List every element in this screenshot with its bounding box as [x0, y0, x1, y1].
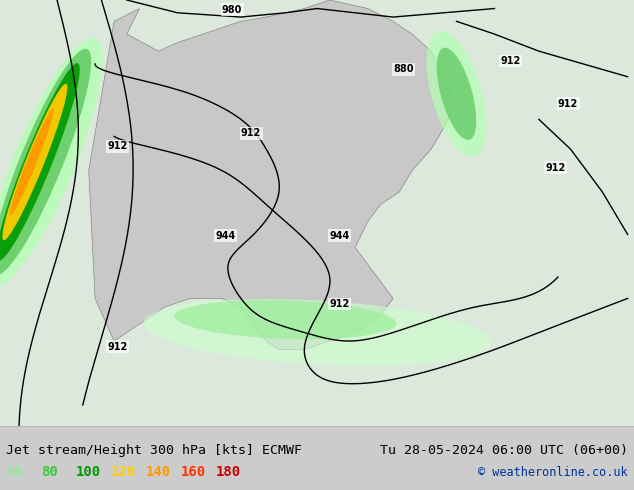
Text: 180: 180 — [216, 465, 241, 479]
Text: 60: 60 — [6, 465, 23, 479]
Ellipse shape — [0, 63, 80, 261]
Text: 120: 120 — [111, 465, 136, 479]
Text: 160: 160 — [181, 465, 206, 479]
Text: 912: 912 — [545, 163, 566, 172]
Text: 944: 944 — [216, 231, 236, 241]
Text: 980: 980 — [222, 5, 242, 15]
Ellipse shape — [143, 299, 491, 366]
Ellipse shape — [0, 49, 91, 275]
Text: 100: 100 — [76, 465, 101, 479]
Text: 912: 912 — [108, 141, 128, 151]
Text: 912: 912 — [501, 56, 521, 66]
Text: 944: 944 — [330, 231, 350, 241]
Ellipse shape — [437, 48, 476, 140]
Text: 912: 912 — [241, 128, 261, 138]
Text: 912: 912 — [558, 98, 578, 109]
Ellipse shape — [174, 300, 396, 339]
Text: 912: 912 — [108, 342, 128, 351]
Text: 880: 880 — [393, 65, 413, 74]
Polygon shape — [89, 0, 456, 349]
Ellipse shape — [427, 31, 486, 157]
Ellipse shape — [3, 84, 67, 240]
Text: Tu 28-05-2024 06:00 UTC (06+00): Tu 28-05-2024 06:00 UTC (06+00) — [380, 444, 628, 457]
Ellipse shape — [10, 108, 54, 216]
Text: 140: 140 — [146, 465, 171, 479]
Text: Jet stream/Height 300 hPa [kts] ECMWF: Jet stream/Height 300 hPa [kts] ECMWF — [6, 444, 302, 457]
Text: © weatheronline.co.uk: © weatheronline.co.uk — [478, 466, 628, 479]
Ellipse shape — [0, 38, 102, 286]
Text: 80: 80 — [41, 465, 58, 479]
Text: 912: 912 — [330, 299, 350, 309]
